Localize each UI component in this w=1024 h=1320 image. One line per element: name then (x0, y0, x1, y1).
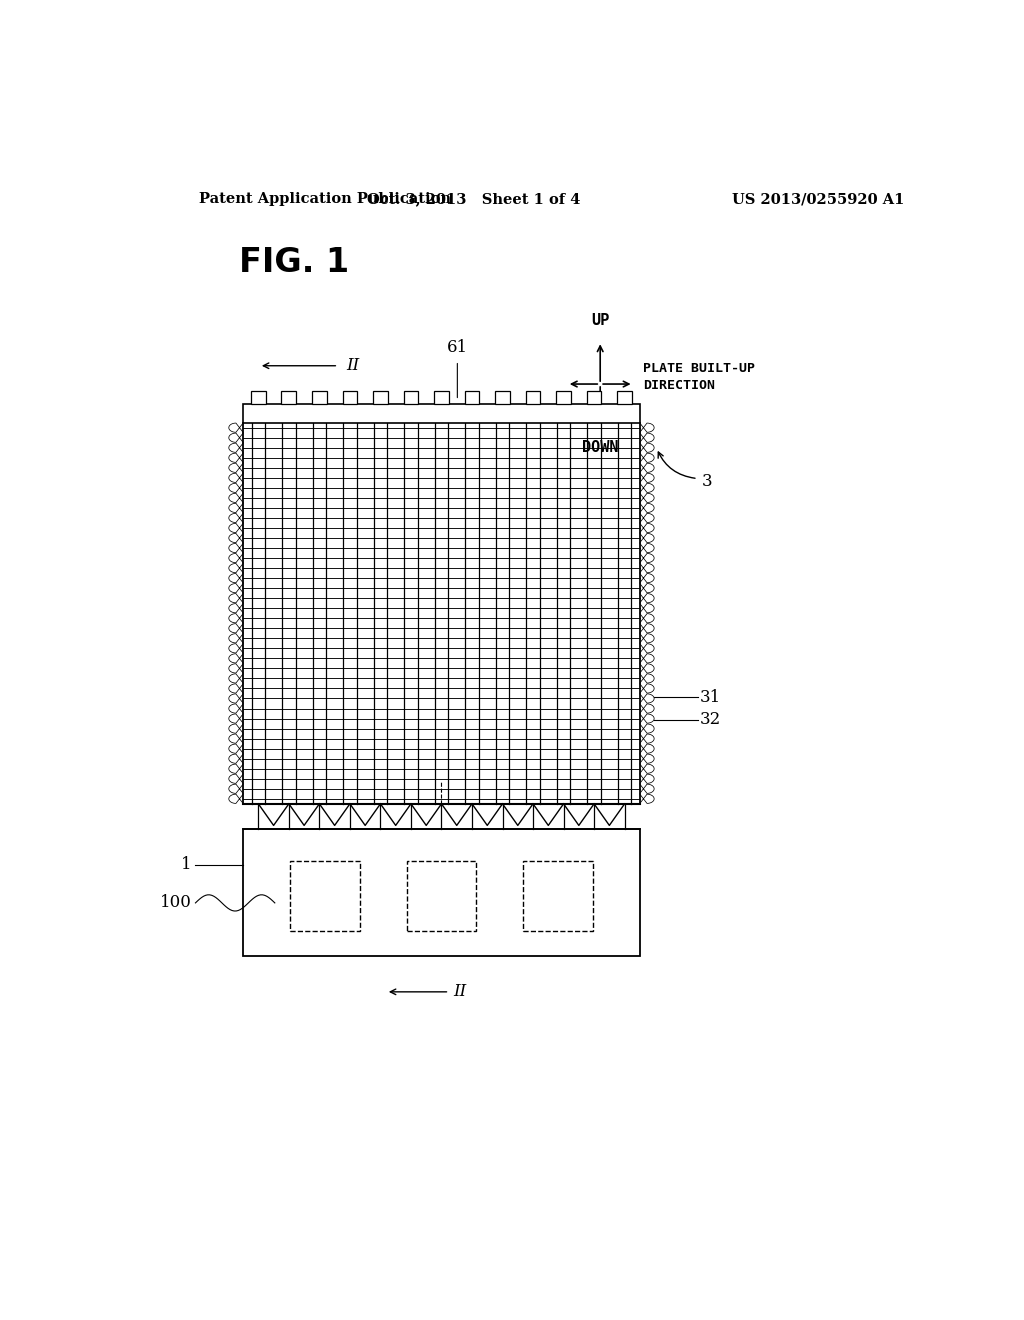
Bar (312, 391, 327, 404)
Bar (434, 391, 449, 404)
Text: 1: 1 (181, 857, 191, 874)
Text: Oct. 3, 2013   Sheet 1 of 4: Oct. 3, 2013 Sheet 1 of 4 (367, 191, 580, 206)
Bar (243, 829, 640, 956)
Text: US 2013/0255920 A1: US 2013/0255920 A1 (732, 191, 904, 206)
Text: DOWN: DOWN (582, 440, 618, 455)
Bar (282, 391, 296, 404)
Bar (407, 861, 476, 931)
Bar (251, 391, 265, 404)
Text: Patent Application Publication: Patent Application Publication (200, 191, 452, 206)
Text: FIG. 1: FIG. 1 (240, 246, 349, 279)
Bar (342, 391, 357, 404)
Bar (465, 391, 479, 404)
Text: PLATE BUILT-UP
DIRECTION: PLATE BUILT-UP DIRECTION (643, 362, 755, 392)
Text: UP: UP (591, 313, 609, 329)
Bar (243, 404, 640, 422)
Text: II: II (454, 983, 467, 1001)
Text: 32: 32 (700, 711, 722, 729)
Text: II: II (346, 358, 359, 375)
Text: 3: 3 (701, 473, 713, 490)
Bar (617, 391, 632, 404)
Bar (525, 391, 541, 404)
Text: 31: 31 (700, 689, 722, 706)
Bar (403, 391, 419, 404)
Bar (373, 391, 388, 404)
Bar (556, 391, 571, 404)
Bar (587, 391, 601, 404)
Bar (523, 861, 593, 931)
Text: 61: 61 (446, 339, 468, 355)
Bar (496, 391, 510, 404)
Text: 100: 100 (160, 895, 191, 911)
Bar (290, 861, 359, 931)
